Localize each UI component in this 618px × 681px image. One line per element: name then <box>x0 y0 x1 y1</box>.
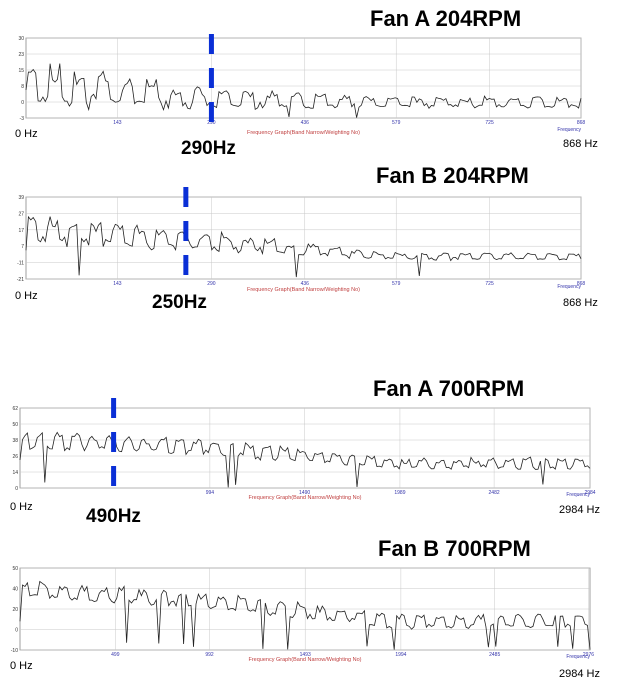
y-tick-label: -10 <box>11 648 18 654</box>
x-axis-word: Frequency <box>557 127 581 133</box>
y-tick-label: 23 <box>18 52 24 58</box>
y-tick-label: 62 <box>12 406 18 412</box>
chart-panel-fan-a-700: Fan A 700RPM 62 50 38 26 14 0 994 1490 1989 2482 2… <box>10 376 600 527</box>
y-tick-label: 15 <box>18 68 24 74</box>
chart-title: Fan B 204RPM <box>376 163 529 188</box>
x-end-label: 2984 Hz <box>559 668 600 680</box>
x-end-label: 2984 Hz <box>559 504 600 516</box>
x-axis-caption: Frequency Graph(Band Narrow/Weighting No… <box>248 495 361 501</box>
x-tick-label: 992 <box>205 652 214 658</box>
x-tick-label: 1994 <box>395 652 406 658</box>
x-tick-label: 868 <box>577 120 586 126</box>
x-tick-label: 436 <box>301 120 310 126</box>
x-end-label: 868 Hz <box>563 297 598 309</box>
x-tick-label: 579 <box>392 120 401 126</box>
chart-panel-fan-a-204: Fan A 204RPM 30 23 15 8 0 -3 143 290 436 579 725 86… <box>0 0 618 170</box>
y-tick-label: 26 <box>12 454 18 460</box>
x-tick-label: 290 <box>207 120 216 126</box>
y-tick-label: 38 <box>12 438 18 444</box>
x-end-label: 868 Hz <box>563 138 598 150</box>
peak-frequency-label: 490Hz <box>86 506 141 527</box>
y-tick-label: 20 <box>12 607 18 613</box>
y-tick-label: 7 <box>21 244 24 250</box>
x-tick-label: 725 <box>485 120 494 126</box>
x-start-label: 0 Hz <box>15 128 38 140</box>
x-tick-label: 994 <box>206 490 215 496</box>
y-tick-label: 50 <box>12 566 18 572</box>
y-tick-label: 0 <box>21 100 24 106</box>
x-axis-caption: Frequency Graph(Band Narrow/Weighting No… <box>247 287 360 293</box>
x-tick-label: 290 <box>207 281 216 287</box>
y-tick-label: 50 <box>12 422 18 428</box>
x-tick-label: 725 <box>485 281 494 287</box>
frequency-plot: 30 23 15 8 0 -3 143 290 436 579 725 868 Frequency Gr… <box>18 34 586 136</box>
spectrum-series <box>25 63 582 118</box>
y-tick-label: 0 <box>15 486 18 492</box>
y-tick-label: 39 <box>18 195 24 201</box>
x-axis-caption: Frequency Graph(Band Narrow/Weighting No… <box>248 657 361 663</box>
x-start-label: 0 Hz <box>15 290 38 302</box>
peak-frequency-label: 290Hz <box>181 138 236 159</box>
x-tick-label: 2976 <box>583 652 594 658</box>
x-tick-label: 868 <box>577 281 586 287</box>
x-tick-label: 2485 <box>489 652 500 658</box>
frequency-plot: 62 50 38 26 14 0 994 1490 1989 2482 2984 Frequency … <box>12 398 596 501</box>
x-start-label: 0 Hz <box>10 660 33 672</box>
x-axis-caption: Frequency Graph(Band Narrow/Weighting No… <box>247 130 360 136</box>
y-tick-label: -11 <box>17 261 24 267</box>
x-start-label: 0 Hz <box>10 501 33 513</box>
spectrum-series <box>19 580 591 650</box>
x-tick-label: 1989 <box>394 490 405 496</box>
y-tick-label: 8 <box>21 84 24 90</box>
x-tick-label: 1493 <box>300 652 311 658</box>
y-tick-label: 14 <box>12 470 18 476</box>
chart-title: Fan B 700RPM <box>378 536 531 561</box>
spectrum-series <box>25 215 582 278</box>
x-tick-label: 2984 <box>584 490 595 496</box>
x-tick-label: 1490 <box>299 490 310 496</box>
chart-title: Fan A 700RPM <box>373 376 525 401</box>
x-tick-label: 579 <box>392 281 401 287</box>
x-tick-label: 143 <box>113 281 122 287</box>
x-tick-label: 499 <box>111 652 120 658</box>
y-tick-label: 0 <box>15 628 18 634</box>
x-tick-label: 2482 <box>489 490 500 496</box>
y-tick-label: 40 <box>12 587 18 593</box>
peak-frequency-label: 250Hz <box>152 292 207 313</box>
y-tick-label: 27 <box>18 211 24 217</box>
y-tick-label: -21 <box>17 277 24 283</box>
x-tick-label: 436 <box>301 281 310 287</box>
y-tick-label: -3 <box>20 116 25 122</box>
y-tick-label: 30 <box>18 36 24 42</box>
x-tick-label: 143 <box>113 120 122 126</box>
chart-panel-fan-b-204: Fan B 204RPM 39 27 17 7 -11 -21 143 290 436 579 72… <box>0 0 618 330</box>
x-axis-word: Frequency <box>557 284 581 290</box>
chart-title: Fan A 204RPM <box>370 6 522 31</box>
x-axis-word: Frequency <box>566 654 590 660</box>
y-tick-label: 17 <box>18 228 24 234</box>
x-axis-word: Frequency <box>566 492 590 498</box>
